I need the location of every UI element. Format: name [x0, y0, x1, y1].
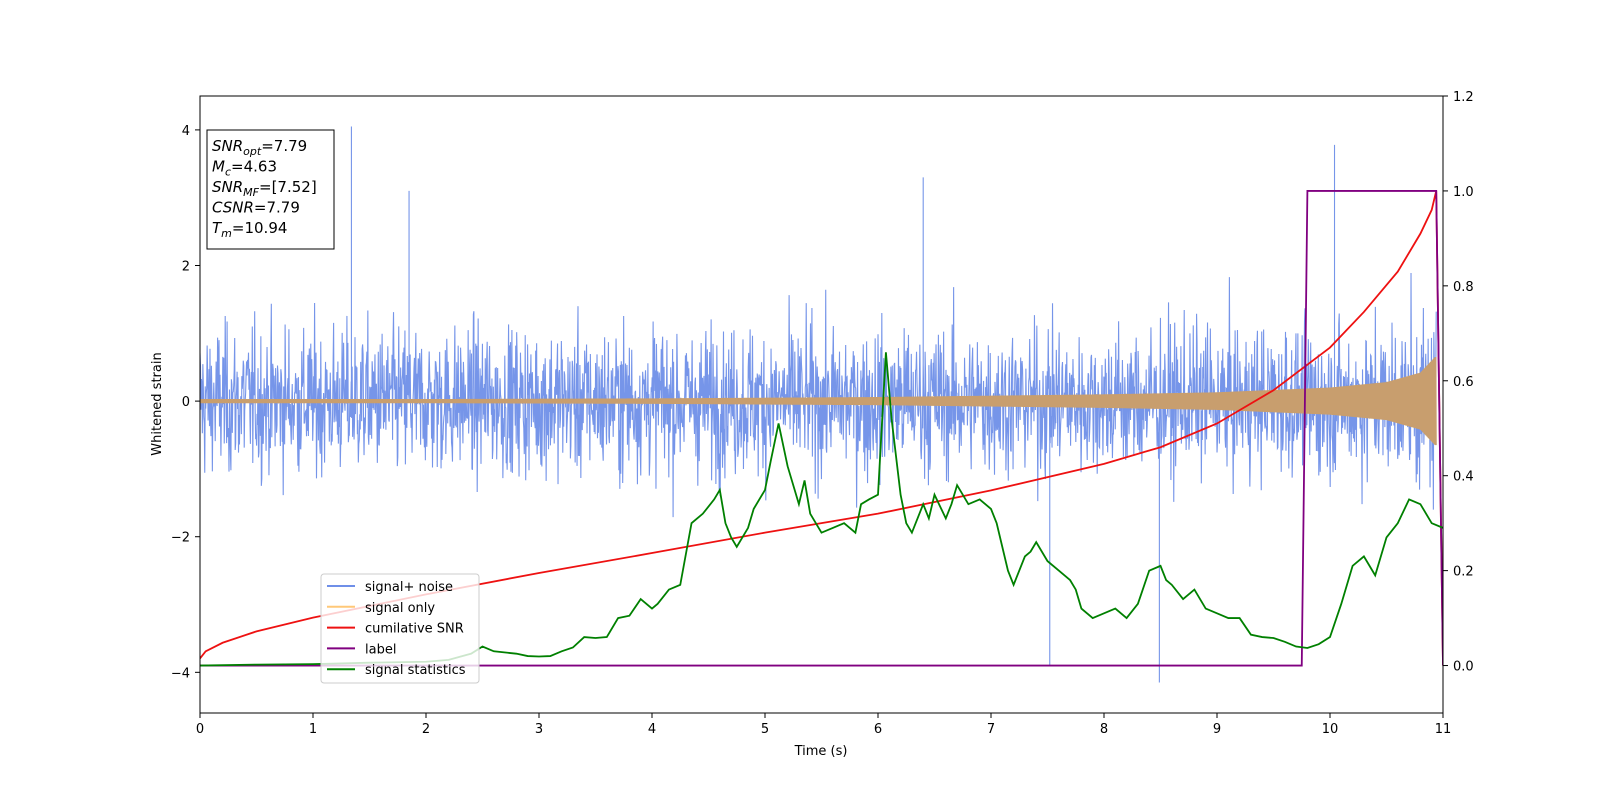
x-tick-label: 11: [1435, 722, 1452, 737]
series-signal-statistics: [200, 352, 1443, 667]
x-tick-label: 6: [874, 722, 882, 737]
x-tick-label: 9: [1213, 722, 1221, 737]
y-axis-right: 1.2 1.0 0.8 0.6 0.4 0.2 0.0: [1443, 90, 1474, 675]
y-left-tick-label: −4: [171, 666, 190, 681]
y-right-tick-label: 1.2: [1453, 90, 1474, 105]
y-axis-label: Whitened strain: [150, 352, 165, 455]
x-axis: 0 1 2 3 4 5 6 7 8 9 10 11: [196, 713, 1451, 737]
x-tick-label: 8: [1100, 722, 1108, 737]
x-tick-label: 0: [196, 722, 204, 737]
plot-area: [200, 126, 1443, 683]
annotation-line: Tm=10.94: [212, 219, 287, 240]
x-tick-label: 10: [1322, 722, 1339, 737]
x-tick-label: 5: [761, 722, 769, 737]
x-tick-label: 7: [987, 722, 995, 737]
y-right-tick-label: 0.0: [1453, 660, 1474, 675]
x-tick-label: 3: [535, 722, 543, 737]
y-right-tick-label: 1.0: [1453, 185, 1474, 200]
legend-frame: [320, 573, 480, 684]
series-signal-only: [200, 357, 1437, 446]
annotation-line: CSNR=7.79: [212, 199, 300, 217]
annotation-frame: [206, 129, 335, 250]
series-signal-plus-noise: [200, 126, 1437, 683]
legend-label: label: [365, 642, 396, 657]
y-left-tick-label: 4: [182, 124, 190, 139]
y-left-tick-label: 2: [182, 260, 190, 275]
legend: signal+ noise signal only cumilative SNR la…: [320, 573, 480, 684]
legend-label: signal only: [365, 601, 435, 616]
x-axis-label: Time (s): [794, 744, 848, 759]
y-right-tick-label: 0.2: [1453, 565, 1474, 580]
y-axis-left: 4 2 0 −2 −4: [171, 124, 200, 681]
x-tick-label: 4: [648, 722, 656, 737]
series-label: [200, 190, 1443, 667]
x-tick-label: 2: [422, 722, 430, 737]
annotation-line: Mc=4.63: [212, 158, 277, 179]
plot-frame: [199, 95, 1444, 714]
legend-label: cumilative SNR: [365, 622, 464, 637]
y-left-tick-label: 0: [182, 395, 190, 410]
annotation-line: SNRopt=7.79: [212, 137, 307, 158]
y-right-tick-label: 0.4: [1453, 470, 1474, 485]
legend-label: signal+ noise: [365, 580, 453, 595]
legend-label: signal statistics: [365, 663, 466, 678]
series-cumulative-snr: [200, 190, 1443, 666]
y-right-tick-label: 0.6: [1453, 375, 1474, 390]
x-tick-label: 1: [309, 722, 317, 737]
y-left-tick-label: −2: [171, 531, 190, 546]
annotation-line: SNRMF=[7.52]: [212, 178, 317, 199]
y-right-tick-label: 0.8: [1453, 280, 1474, 295]
